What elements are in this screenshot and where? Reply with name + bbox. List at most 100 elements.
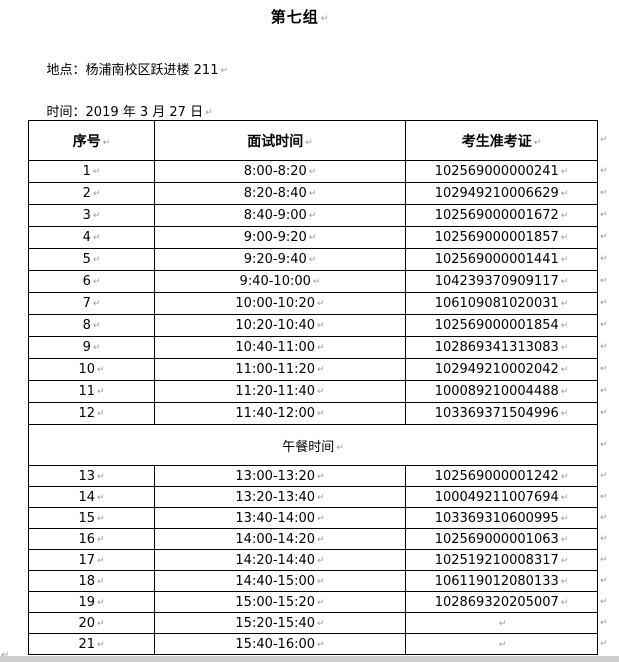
row-end-mark: ↵ (600, 617, 608, 628)
time-cell: 11:20-11:40 ↵ (154, 380, 406, 403)
cell-end-mark: ↵ (560, 597, 569, 608)
id-cell: 103369310600995 ↵ (405, 507, 598, 529)
cell-end-mark: ↵ (498, 639, 507, 650)
row-end-mark: ↵ (600, 554, 608, 565)
time-cell: 8:20-8:40 ↵ (154, 182, 406, 205)
seq-cell: 19 ↵ (28, 591, 155, 613)
seq-cell: 3 ↵ (28, 204, 155, 227)
table-row: 1 ↵ 8:00-8:20 ↵ 102569000000241 ↵ (28, 160, 598, 183)
row-end-mark: ↵ (600, 320, 608, 330)
time-cell: 10:00-10:20 ↵ (154, 292, 406, 315)
row-end-mark: ↵ (600, 408, 608, 418)
page-bottom-edge (0, 656, 619, 662)
time-cell: 9:00-9:20 ↵ (154, 226, 406, 249)
cell-end-mark: ↵ (317, 639, 325, 650)
table-row: 13 ↵ 13:00-13:20 ↵ 102569000001242 ↵ (28, 465, 598, 487)
time-cell: 8:00-8:20 ↵ (154, 160, 406, 183)
cell-end-mark: ↵ (317, 365, 325, 375)
id-cell: 102869341313083 ↵ (405, 336, 598, 359)
cell-end-mark: ↵ (97, 492, 105, 503)
cell-end-mark: ↵ (560, 492, 569, 503)
id-cell: 100089210004488 ↵ (405, 380, 598, 403)
row-end-mark: ↵ (600, 342, 608, 352)
row-end-mark: ↵ (600, 491, 608, 502)
lunch-cell: 午餐时间 ↵ (28, 424, 598, 466)
table-row: 10 ↵ 11:00-11:20 ↵ 102949210002042 ↵ (28, 358, 598, 381)
row-end-mark: ↵ (600, 364, 608, 374)
seq-cell: 12 ↵ (28, 402, 155, 425)
time-cell: 14:40-15:00 ↵ (154, 570, 406, 592)
seq-cell: 16 ↵ (28, 528, 155, 550)
table-row: 19 ↵ 15:00-15:20 ↵ 102869320205007 ↵ (28, 591, 598, 613)
seq-cell: 18 ↵ (28, 570, 155, 592)
cell-end-mark: ↵ (97, 409, 105, 419)
cell-end-mark: ↵ (317, 387, 325, 397)
cell-end-mark: ↵ (317, 534, 325, 545)
cell-end-mark: ↵ (560, 576, 569, 587)
cell-end-mark: ↵ (560, 555, 569, 566)
cell-end-mark: ↵ (97, 639, 105, 650)
cell-end-mark: ↵ (560, 343, 569, 353)
cell-end-mark: ↵ (336, 442, 344, 453)
cell-end-mark: ↵ (97, 597, 105, 608)
cell-end-mark: ↵ (308, 167, 317, 177)
cell-end-mark: ↵ (560, 211, 569, 221)
row-end-mark: ↵ (600, 638, 608, 649)
cell-end-mark: ↵ (317, 299, 325, 309)
cell-end-mark: ↵ (308, 233, 317, 243)
cell-end-mark: ↵ (317, 576, 325, 587)
cell-end-mark: ↵ (560, 277, 569, 287)
cell-end-mark: ↵ (92, 233, 101, 243)
cell-end-mark: ↵ (97, 534, 105, 545)
row-end-mark: ↵ (600, 386, 608, 396)
table-row: 3 ↵ 8:40-9:00 ↵ 102569000001672 ↵ (28, 204, 598, 227)
seq-cell: 13 ↵ (28, 465, 155, 487)
header-ticket: 考生准考证 ↵ (405, 120, 598, 161)
location-line: 地点：杨浦南校区跃进楼 211 ↵ (30, 44, 229, 93)
table-row: 14 ↵ 13:20-13:40 ↵ 100049211007694 ↵ (28, 486, 598, 508)
id-cell: 102569000000241 ↵ (405, 160, 598, 183)
seq-cell: 5 ↵ (28, 248, 155, 271)
table-row: 12 ↵ 11:40-12:00 ↵ 103369371504996 ↵ (28, 402, 598, 425)
cell-end-mark: ↵ (317, 618, 325, 629)
id-cell: 102869320205007 ↵ (405, 591, 598, 613)
row-end-mark: ↵ (600, 254, 608, 264)
cell-end-mark: ↵ (92, 277, 101, 287)
table-row: 15 ↵ 13:40-14:00 ↵ 103369310600995 ↵ (28, 507, 598, 529)
cell-end-mark: ↵ (97, 365, 105, 375)
cell-end-mark: ↵ (92, 299, 101, 309)
cell-end-mark: ↵ (533, 137, 542, 148)
time-cell: 10:40-11:00 ↵ (154, 336, 406, 359)
table-row: 6 ↵ 9:40-10:00 ↵ 104239370909117 ↵ (28, 270, 598, 293)
time-cell: 8:40-9:00 ↵ (154, 204, 406, 227)
table-row: 20 ↵ 15:20-15:40 ↵ ↵ (28, 612, 598, 634)
cell-end-mark: ↵ (317, 513, 325, 524)
header-time: 面试时间 ↵ (154, 120, 406, 161)
seq-cell: 17 ↵ (28, 549, 155, 571)
time-cell: 14:00-14:20 ↵ (154, 528, 406, 550)
id-cell: 106119012080133 ↵ (405, 570, 598, 592)
paragraph-mark: ↵ (320, 14, 330, 24)
id-cell: 102569000001242 ↵ (405, 465, 598, 487)
cell-end-mark: ↵ (92, 343, 101, 353)
table-row: 18 ↵ 14:40-15:00 ↵ 106119012080133 ↵ (28, 570, 598, 592)
id-cell: 100049211007694 ↵ (405, 486, 598, 508)
cell-end-mark: ↵ (317, 555, 325, 566)
lunch-label: 午餐时间 (282, 439, 335, 455)
seq-cell: 4 ↵ (28, 226, 155, 249)
cell-end-mark: ↵ (97, 513, 105, 524)
cell-end-mark: ↵ (317, 409, 325, 419)
row-end-mark: ↵ (600, 166, 608, 176)
row-end-mark: ↵ (600, 210, 608, 220)
time-cell: 14:20-14:40 ↵ (154, 549, 406, 571)
id-cell: 103369371504996 ↵ (405, 402, 598, 425)
time-line: 时间：2019 年 3 月 27 日 ↵ (30, 86, 213, 135)
row-end-mark: ↵ (600, 232, 608, 242)
time-cell: 9:40-10:00 ↵ (154, 270, 406, 293)
time-cell: 15:40-16:00 ↵ (154, 633, 406, 655)
seq-cell: 7 ↵ (28, 292, 155, 315)
cell-end-mark: ↵ (560, 255, 569, 265)
cell-end-mark: ↵ (97, 618, 105, 629)
location-text: 地点：杨浦南校区跃进楼 211 (46, 63, 219, 78)
cell-end-mark: ↵ (560, 365, 569, 375)
